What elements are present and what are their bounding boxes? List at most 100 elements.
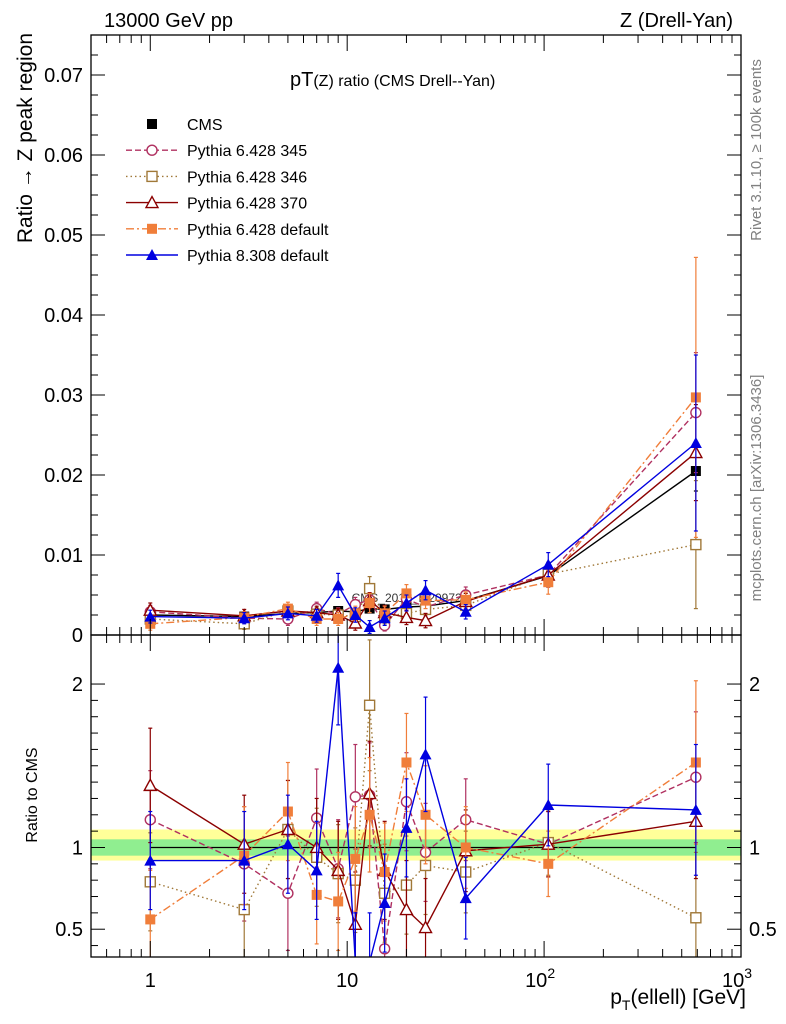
data-point <box>399 902 414 916</box>
data-point <box>350 853 361 864</box>
data-point <box>690 538 702 551</box>
data-point <box>401 588 412 599</box>
y-tick-label-right: 0.5 <box>749 919 777 941</box>
y-tick-label: 0.05 <box>44 225 83 247</box>
legend-entry-5: Pythia 8.308 default <box>126 248 329 265</box>
data-point <box>144 854 157 866</box>
data-point <box>459 892 472 904</box>
plot-title-main: pT <box>290 69 313 91</box>
legend-label: Pythia 6.428 370 <box>187 196 307 213</box>
y-tick-label: 0.03 <box>44 385 83 407</box>
data-point <box>418 920 433 934</box>
y-tick-label: 0.01 <box>44 545 83 567</box>
rivet-version-label: Rivet 3.1.10, ≥ 100k events <box>748 59 765 241</box>
data-point <box>689 803 702 815</box>
data-point <box>310 864 323 876</box>
data-point <box>145 914 156 925</box>
legend-marker <box>147 119 157 129</box>
data-point <box>378 612 391 624</box>
legend-label: CMS <box>187 117 223 134</box>
x-tick-label: 1 <box>145 970 156 992</box>
data-point <box>349 791 362 803</box>
data-point <box>399 609 414 624</box>
data-point <box>378 897 391 909</box>
data-point <box>281 838 294 850</box>
data-point <box>420 595 431 606</box>
x-axis-label-rest: (ellell) [GeV] <box>630 986 746 1009</box>
x-axis-label-sub: T <box>622 997 631 1013</box>
legend-entry-2: Pythia 6.428 346 <box>126 169 307 186</box>
y-tick-label: 0.02 <box>44 465 83 487</box>
mcplots-label: mcplots.cern.ch [arXiv:1306.3436] <box>748 375 765 602</box>
legend-entry-1: Pythia 6.428 345 <box>126 143 307 160</box>
data-point <box>542 798 555 810</box>
data-point <box>689 437 702 448</box>
legend-entry-4: Pythia 6.428 default <box>126 222 329 239</box>
data-point <box>364 809 375 820</box>
data-point <box>310 609 323 621</box>
x-axis-label-main: p <box>610 986 622 1009</box>
legend-label: Pythia 6.428 345 <box>187 143 307 160</box>
main-y-axis-label: Ratio → Z peak region <box>14 33 37 243</box>
x-tick-label: 103 <box>722 965 752 992</box>
legend-marker <box>146 170 158 183</box>
data-point <box>420 809 431 820</box>
x-tick-label: 10 <box>336 970 358 992</box>
data-point <box>144 610 157 622</box>
data-point <box>460 842 471 853</box>
ratio-series <box>143 635 704 957</box>
data-point <box>690 912 702 924</box>
data-point <box>543 577 554 588</box>
legend-label: Pythia 6.428 346 <box>187 169 307 186</box>
legend-entry-0: CMS <box>147 117 223 134</box>
data-point <box>460 594 471 605</box>
y-tick-label-right: 2 <box>749 674 760 696</box>
legend-marker <box>146 249 158 260</box>
ratio-panel: 0.5 0.5 1 1 2 2 1 10 102 103 <box>55 634 777 992</box>
series-5 <box>144 354 702 635</box>
data-point <box>364 598 375 608</box>
ratio-series-5 <box>144 635 702 957</box>
y-tick-label: 0.06 <box>44 145 83 167</box>
main-series <box>143 256 704 635</box>
legend-marker <box>146 144 158 156</box>
data-point <box>543 858 554 869</box>
data-point <box>401 757 412 768</box>
header-left: 13000 GeV pp <box>104 10 233 32</box>
legend-entry-3: Pythia 6.428 370 <box>126 195 307 213</box>
y-tick-label: 1 <box>72 837 83 859</box>
data-point <box>238 854 251 866</box>
series-2 <box>144 480 702 631</box>
data-point <box>332 579 345 591</box>
ratio-frame <box>90 634 742 958</box>
y-tick-label: 0.07 <box>44 65 83 87</box>
legend-marker <box>147 223 157 234</box>
data-point <box>363 621 376 632</box>
x-axis-label: pT(ellell) [GeV] <box>610 986 746 1013</box>
data-point <box>363 699 376 711</box>
ratio-y-axis-label: Ratio to CMS <box>24 747 41 842</box>
data-point <box>333 896 344 907</box>
data-point <box>400 597 413 608</box>
plot-title: pT(Z) ratio (CMS Drell--Yan) <box>290 69 495 91</box>
data-point <box>281 607 294 619</box>
legend-marker <box>144 195 160 209</box>
legend: CMS Pythia 6.428 345 Pythia 6.428 346 Pythi… <box>126 117 329 265</box>
data-point <box>419 748 432 760</box>
y-tick-label: 0.5 <box>55 919 83 941</box>
y-tick-label-right: 1 <box>749 837 760 859</box>
y-tick-label: 2 <box>72 674 83 696</box>
series-4 <box>145 256 701 631</box>
data-point <box>238 612 251 624</box>
data-point <box>400 821 413 833</box>
data-point <box>459 605 472 617</box>
y-tick-label: 0 <box>72 625 83 647</box>
data-point <box>349 609 362 620</box>
legend-label: Pythia 6.428 default <box>187 222 329 239</box>
data-point <box>143 777 158 792</box>
plot-title-sub: (Z) ratio (CMS Drell--Yan) <box>313 73 495 90</box>
x-tick-label: 102 <box>525 965 555 992</box>
data-point <box>333 614 344 624</box>
data-point <box>419 584 432 596</box>
